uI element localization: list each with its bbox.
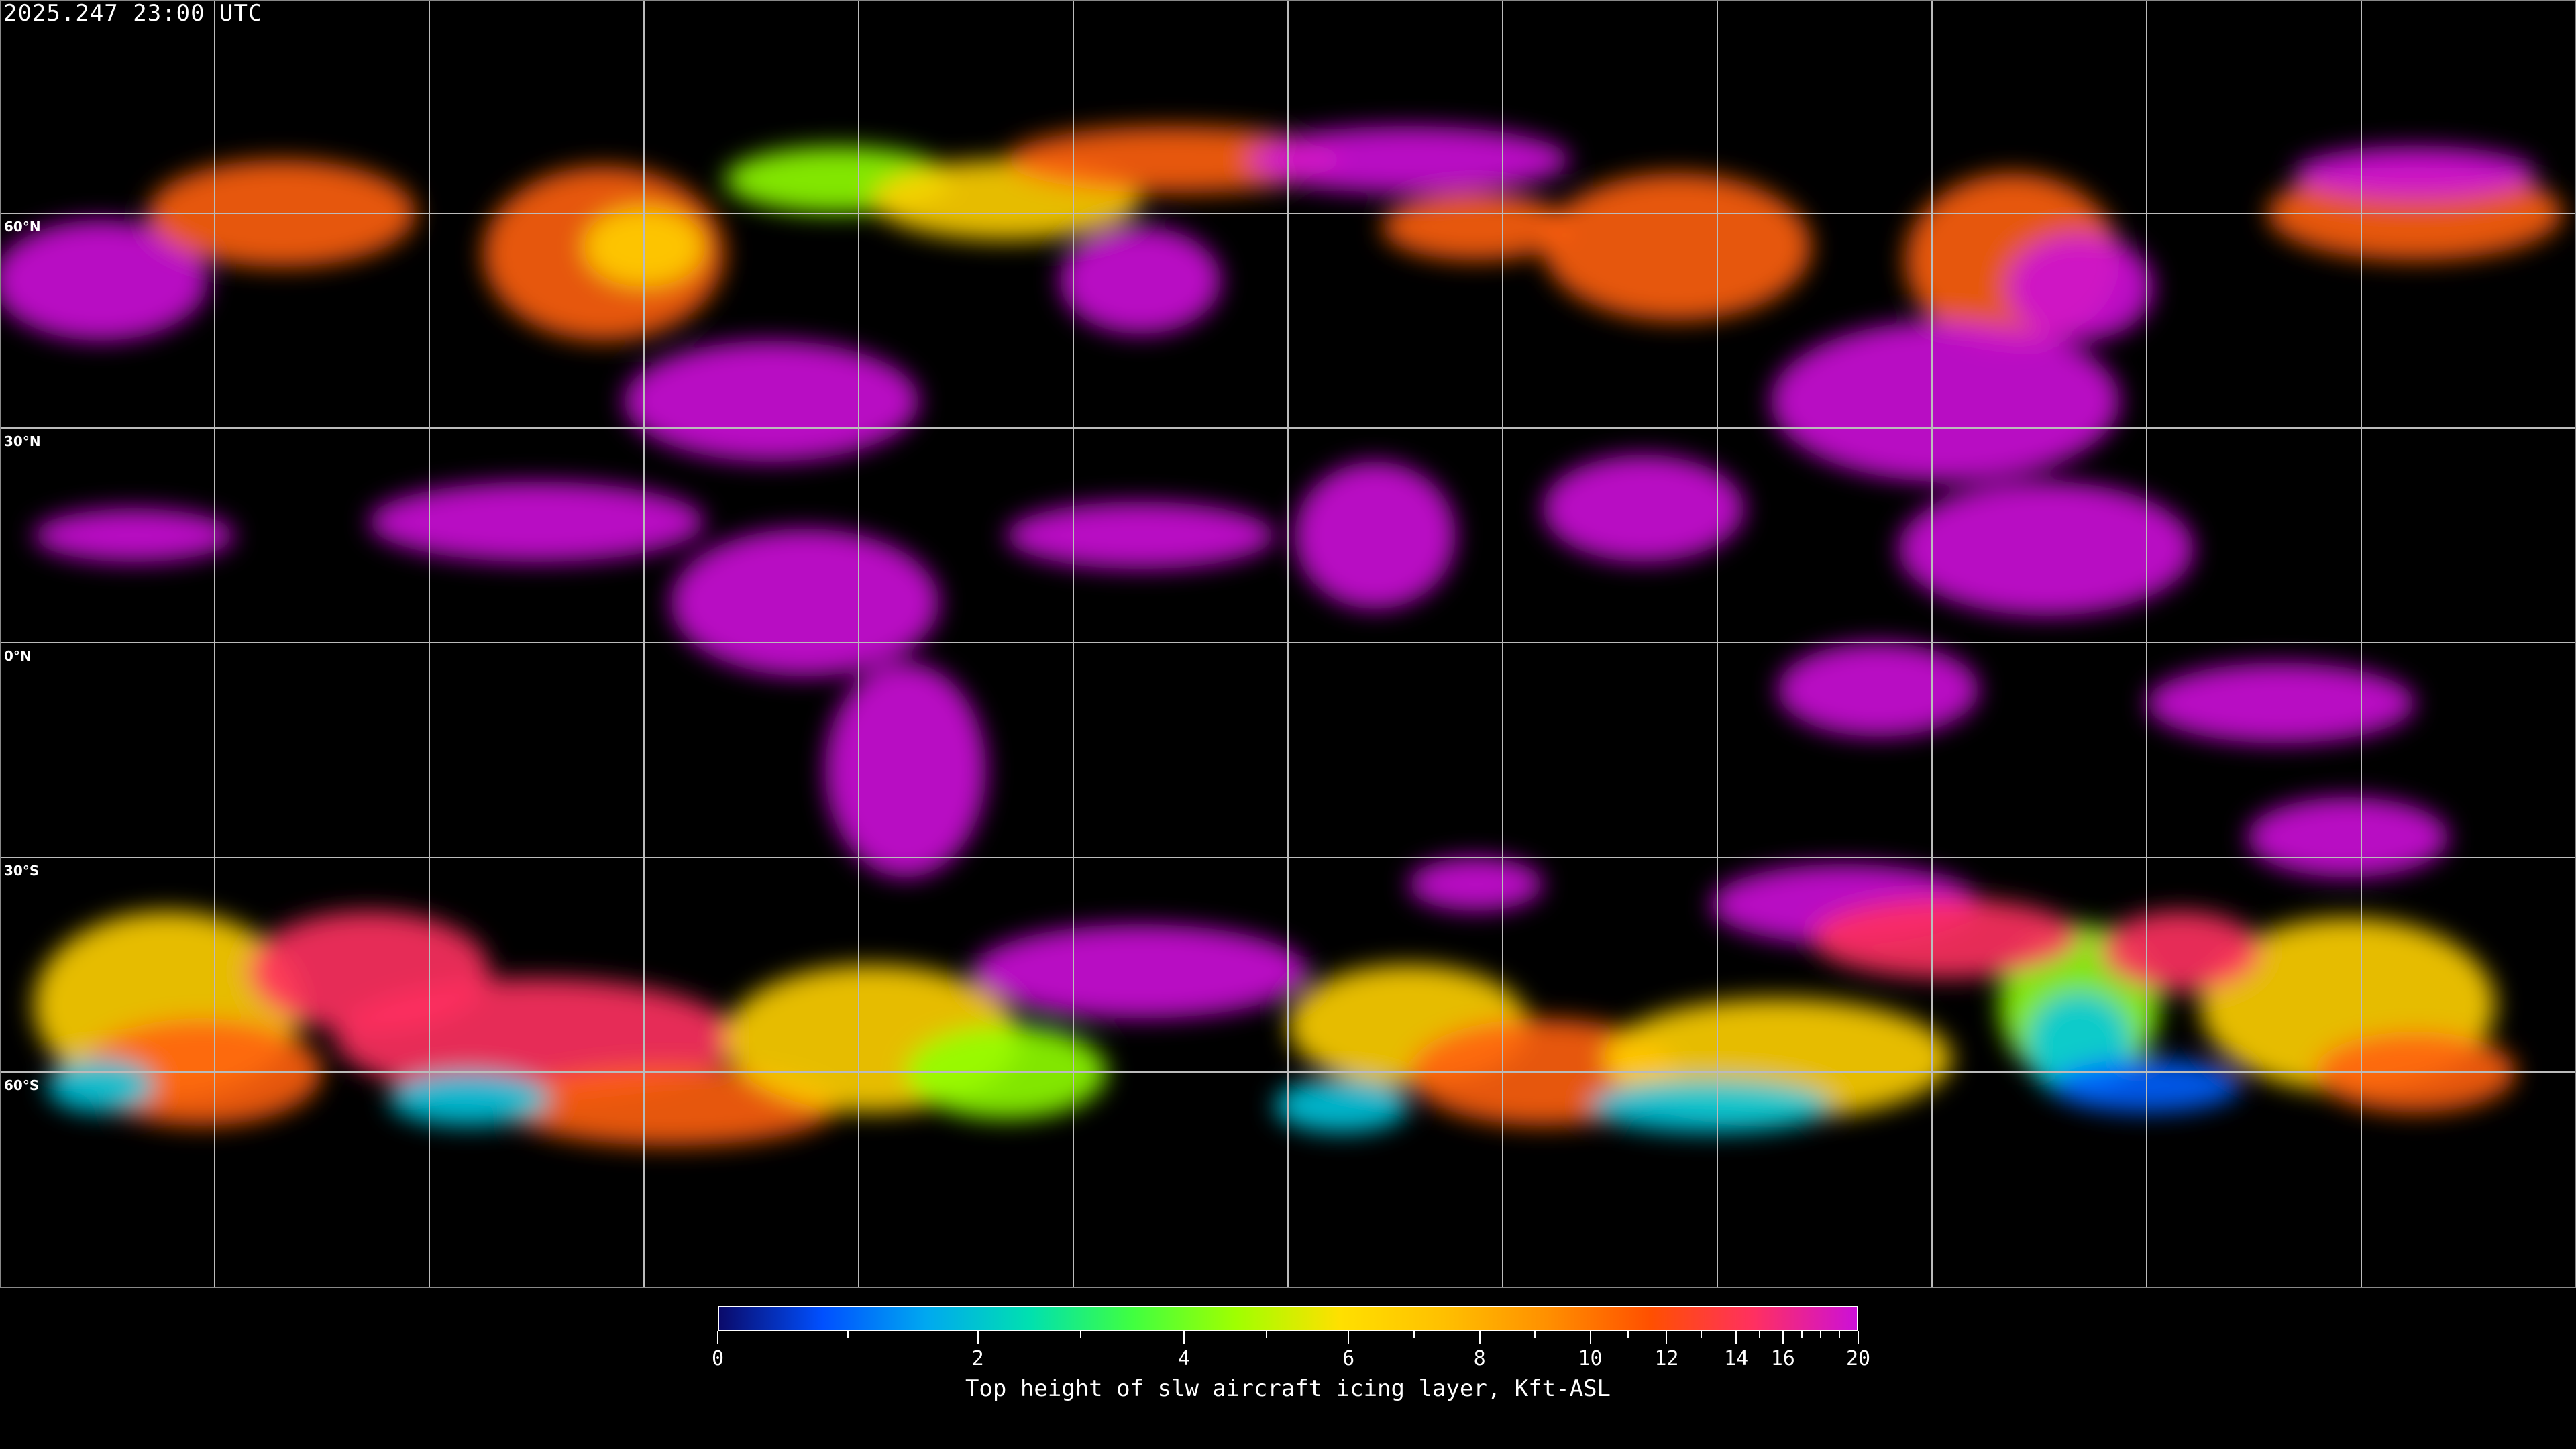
icing-cloud-patch [671, 529, 939, 676]
colorbar-minor-tick [1534, 1331, 1536, 1338]
icing-cloud-patch [1382, 193, 1570, 260]
icing-cloud-patch [1275, 1079, 1409, 1132]
colorbar-major-tick [1183, 1331, 1185, 1344]
icing-map [0, 0, 2576, 1287]
colorbar-minor-tick [847, 1331, 849, 1338]
colorbar-minor-tick [1080, 1331, 1082, 1338]
icing-cloud-patch [2006, 233, 2153, 341]
lat-label-30n: 30°N [4, 433, 41, 449]
icing-cloud-patch [1295, 462, 1456, 609]
icing-cloud-patch [1778, 643, 1979, 737]
icing-cloud-patch [1590, 1079, 1831, 1132]
icing-cloud-patch [503, 1065, 839, 1146]
icing-cloud-patch [1543, 173, 1811, 321]
colorbar-major-tick [1858, 1331, 1859, 1344]
colorbar-tick-label: 8 [1473, 1347, 1486, 1371]
icing-cloud-patch [624, 341, 919, 462]
colorbar-major-tick [1666, 1331, 1668, 1344]
lat-label-0n: 0°N [4, 648, 32, 664]
icing-cloud-patch [1898, 482, 2194, 616]
colorbar-major-tick [1348, 1331, 1350, 1344]
timestamp: 2025.247 23:00 UTC [3, 0, 263, 27]
colorbar-tick-label: 16 [1770, 1347, 1795, 1371]
colorbar-tick-label: 4 [1178, 1347, 1191, 1371]
icing-cloud-patch [389, 1072, 550, 1126]
icing-cloud-patch [2100, 911, 2261, 991]
colorbar-tick-label: 2 [971, 1347, 984, 1371]
colorbar-major-tick [1479, 1331, 1481, 1344]
icing-cloud-patch [1060, 227, 1221, 334]
icing-cloud-patch [1811, 898, 2080, 978]
icing-cloud-patch [369, 482, 704, 562]
colorbar-tick-label: 0 [711, 1347, 724, 1371]
colorbar-major-tick [717, 1331, 718, 1344]
colorbar [718, 1306, 1858, 1331]
colorbar-tick-label: 14 [1724, 1347, 1749, 1371]
colorbar-minor-tick [1265, 1331, 1267, 1338]
colorbar-tick-label: 10 [1578, 1347, 1603, 1371]
colorbar-tick-label: 12 [1654, 1347, 1679, 1371]
icing-cloud-patch [2294, 146, 2536, 200]
colorbar-minor-tick [1758, 1331, 1760, 1338]
icing-cloud-patch [34, 508, 235, 562]
icing-cloud-patch [1543, 455, 1744, 562]
colorbar-major-tick [1735, 1331, 1737, 1344]
icing-cloud-patch [2147, 663, 2415, 743]
icing-cloud-patch [0, 220, 208, 341]
colorbar-major-tick [977, 1331, 979, 1344]
icing-cloud-patch [825, 663, 986, 877]
colorbar-minor-tick [1627, 1331, 1629, 1338]
lat-label-30s: 30°S [4, 863, 40, 879]
icing-cloud-patch [2247, 797, 2449, 877]
lat-label-60n: 60°N [4, 219, 41, 235]
colorbar-major-tick [1782, 1331, 1784, 1344]
graticule [0, 0, 2576, 1287]
icing-cloud-patch [973, 924, 1308, 1018]
icing-cloud-patch [1006, 126, 1342, 193]
lat-label-60s: 60°S [4, 1077, 40, 1093]
colorbar-minor-tick [1413, 1331, 1415, 1338]
colorbar-title: Top height of slw aircraft icing layer, … [965, 1375, 1611, 1402]
colorbar-minor-tick [1838, 1331, 1840, 1338]
colorbar-minor-tick [1701, 1331, 1703, 1338]
colorbar-minor-tick [1801, 1331, 1803, 1338]
icing-cloud-patch [1409, 857, 1543, 911]
colorbar-ticks: 0 2 4 6 8 10 12 14 16 20 [712, 1331, 1870, 1385]
icing-cloud-patch [1771, 321, 2120, 482]
icing-cloud-patch [1006, 502, 1275, 569]
icing-cloud-patch [47, 1059, 154, 1112]
colorbar-tick-label: 6 [1342, 1347, 1355, 1371]
colorbar-tick-label: 20 [1845, 1347, 1871, 1371]
icing-cloud-patch [1248, 126, 1570, 193]
colorbar-minor-tick [1819, 1331, 1821, 1338]
colorbar-major-tick [1589, 1331, 1591, 1344]
